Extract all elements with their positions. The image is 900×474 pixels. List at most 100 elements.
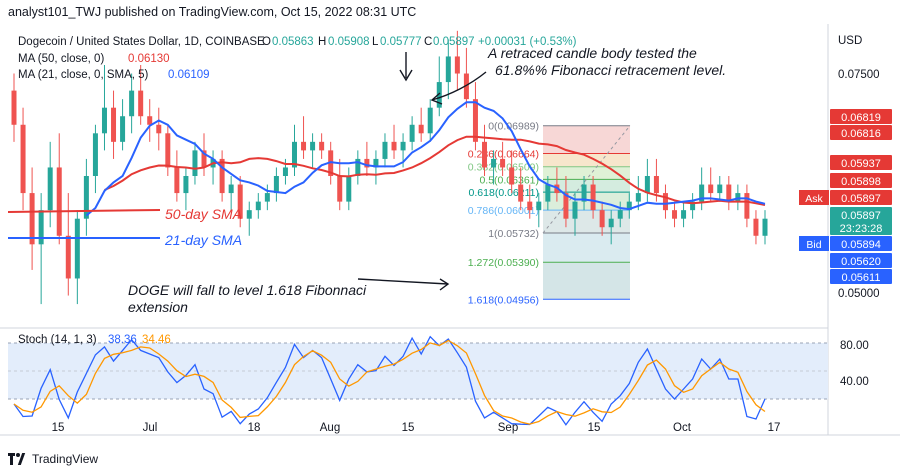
price-tag-text: 0.06816: [841, 128, 881, 140]
candle-body: [219, 158, 225, 194]
candle-body: [409, 124, 415, 142]
candle-body: [482, 141, 488, 168]
legend-stoch-label: Stoch (14, 1, 3): [18, 334, 97, 346]
candle-body: [319, 141, 325, 151]
candle-body: [699, 184, 705, 202]
time-tick: Jul: [143, 422, 158, 434]
price-tag-prefix: [799, 236, 829, 251]
time-tick: 15: [52, 422, 65, 434]
candle-body: [454, 56, 460, 74]
candle-body: [599, 210, 605, 228]
publisher-line: analyst101_TWJ published on TradingView.…: [8, 5, 417, 19]
fall-annotation-line1: DOGE will fall to level 1.618 Fibonnaci: [128, 282, 367, 298]
arrow-annotations: [357, 52, 487, 291]
price-tag-text: 0.05611: [842, 272, 881, 284]
fib-level-label: 1.618(0.04956): [468, 294, 539, 306]
retrace-annotation-line2: 61.8%% Fibonacci retracement level.: [495, 62, 726, 78]
price-tag-prefix-text: Bid: [806, 239, 821, 251]
candle-body: [662, 193, 668, 211]
legend-ohlc-l-key: L: [372, 36, 379, 48]
legend-ohlc-c: 0.05897: [433, 36, 475, 48]
candle-body: [273, 176, 279, 194]
candle-body: [491, 158, 497, 168]
legend-ohlc-h-key: H: [318, 36, 326, 48]
time-tick: Sep: [498, 422, 518, 434]
legend-change: +0.00031 (+0.53%): [478, 36, 577, 48]
price-tag-prefix: [799, 190, 829, 205]
retrace-annotation-line1: A retraced candle body tested the: [487, 45, 697, 61]
candle-body: [291, 141, 297, 168]
candle-body: [681, 210, 687, 219]
time-tick: Aug: [320, 422, 340, 434]
footer-brand-text: TradingView: [32, 452, 99, 466]
price-tag: [830, 207, 892, 235]
candle-body: [373, 158, 379, 168]
time-tick: 15: [588, 422, 601, 434]
sma21-annotation: 21-day SMA: [164, 232, 242, 248]
candle-body: [47, 167, 53, 211]
candle-body: [11, 90, 17, 125]
fib-zone: [543, 210, 630, 234]
fib-level-label: 1.272(0.05390): [468, 257, 539, 269]
candle-body: [427, 107, 433, 134]
candle-body: [138, 90, 144, 117]
candle-body: [129, 90, 135, 117]
candle-body: [527, 201, 533, 211]
candle-body: [364, 158, 370, 168]
candle-body: [120, 116, 126, 142]
sma50-annotation: 50-day SMA: [165, 206, 242, 222]
candle-body: [92, 133, 98, 176]
stoch-d-line: [13, 339, 766, 425]
candle-body: [690, 201, 696, 211]
fib-level-label: 0.618(0.06211): [469, 187, 539, 199]
footer-brand: TradingView: [8, 452, 98, 466]
candle-body: [536, 201, 542, 211]
price-tag: [830, 190, 892, 205]
candle-body: [717, 184, 723, 194]
legend-ohlc-o: 0.05863: [272, 36, 314, 48]
price-tag-text: 0.05894: [841, 239, 881, 251]
candle-body: [500, 158, 506, 168]
stoch-tick: 40.00: [840, 376, 869, 388]
legend-ohlc-l: 0.05777: [380, 36, 422, 48]
candle-body: [644, 176, 650, 194]
candle-body: [201, 150, 207, 168]
candle-body: [111, 107, 117, 142]
legend-ohlc-c-key: C: [424, 36, 432, 48]
candle-body: [509, 167, 515, 185]
fib-zone: [543, 262, 630, 300]
fib-level-label: 0(0.06989): [488, 121, 539, 133]
candle-body: [29, 193, 35, 245]
legend-ohlc-h: 0.05908: [328, 36, 370, 48]
fib-trend-line: [542, 125, 631, 234]
candle-body: [56, 167, 62, 236]
candle-body: [147, 116, 153, 125]
arrowhead-down-top: [399, 69, 413, 82]
time-tick: 17: [768, 422, 781, 434]
price-tag-text: 0.05897: [841, 193, 881, 205]
candle-body: [337, 176, 343, 202]
stoch-k-line: [13, 335, 766, 426]
price-tag-prefix-text: Ask: [805, 193, 823, 205]
price-tags: 0.06819 0.06816 0.05937 0.05898 Ask 0.05897 0.…: [799, 109, 892, 284]
candle-body: [708, 184, 714, 194]
price-tag-text: 0.05897: [841, 210, 881, 222]
price-tick: 0.07500: [838, 69, 880, 81]
candle-body: [608, 218, 614, 228]
candle-body: [617, 210, 623, 219]
candle-body: [572, 201, 578, 219]
price-tag-text: 0.05898: [841, 176, 881, 188]
fib-zone: [543, 153, 630, 167]
candle-body: [192, 150, 198, 176]
candle-body: [563, 193, 569, 219]
candle-body: [382, 141, 388, 159]
time-tick: 18: [248, 422, 261, 434]
price-tag: [830, 125, 892, 140]
price-tag: [830, 236, 892, 251]
time-tick: 15: [402, 422, 415, 434]
price-tag-text: 0.05620: [841, 256, 881, 268]
legend-stoch-k: 38.36: [108, 334, 137, 346]
legend-ma21-label: MA (21, close, 0, SMA, 5): [18, 69, 149, 81]
price-tag: [830, 109, 892, 124]
